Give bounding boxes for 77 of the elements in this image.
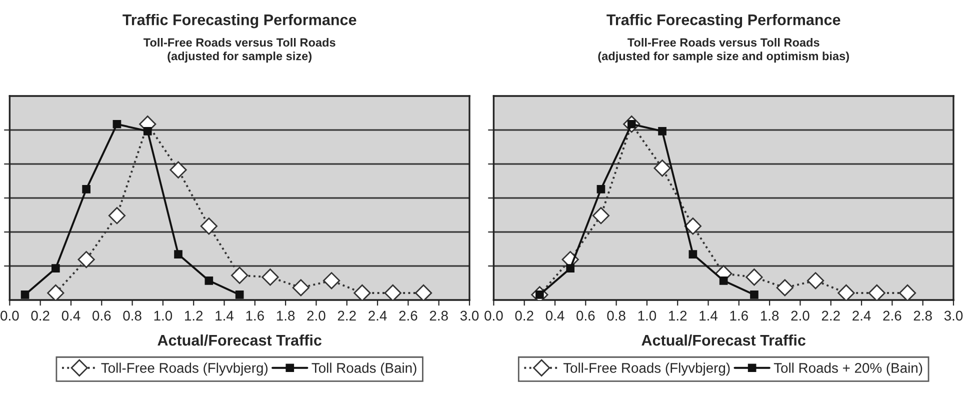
point	[292, 279, 310, 296]
x-tick-label: 0.8	[607, 310, 626, 321]
point	[262, 268, 279, 286]
point	[806, 272, 824, 290]
x-tick-label: 2.6	[399, 310, 418, 321]
point	[231, 266, 248, 284]
x-axis-title: Actual/Forecast Traffic	[158, 334, 322, 346]
point	[82, 185, 90, 194]
point	[200, 218, 218, 235]
x-tick-label: 1.4	[216, 310, 234, 320]
point	[78, 251, 95, 268]
point	[688, 250, 698, 258]
x-tick-label: 0.2	[515, 310, 534, 321]
chart-title: Traffic Forecasting Performance	[606, 14, 840, 28]
x-tick-label: 2.6	[883, 310, 902, 321]
point	[654, 160, 671, 177]
x-tick-label: 1.8	[276, 310, 295, 321]
point	[719, 276, 728, 285]
x-tick-label: 0.2	[31, 310, 50, 321]
x-tick-label: 2.8	[914, 310, 932, 321]
x-tick-label: 2.8	[430, 310, 448, 321]
legend-label: Toll-Free Roads (Flyvbjerg)	[101, 362, 268, 376]
point	[174, 250, 182, 258]
x-tick-label: 2.2	[822, 310, 840, 320]
point	[414, 284, 432, 300]
x-tick-label: 1.2	[669, 310, 687, 320]
x-tick-label: 0.0	[484, 310, 503, 321]
x-tick-label: 0.4	[546, 310, 564, 321]
chart-subtitle: Toll-Free Roads versus Toll Roads (adjusted for sample size)	[144, 38, 336, 63]
point	[354, 284, 371, 300]
point	[322, 272, 340, 290]
x-tick-label: 2.4	[852, 310, 871, 320]
x-tick-label: 1.0	[154, 310, 172, 321]
x-tick-label: 0.6	[92, 310, 111, 321]
point	[684, 218, 702, 235]
x-tick-label: 0.4	[62, 310, 80, 321]
x-tick-label: 1.6	[730, 310, 748, 321]
legend-label: Toll Roads (Bain)	[312, 362, 416, 376]
x-tick-label: 0.6	[576, 310, 595, 321]
point	[898, 284, 916, 300]
point	[750, 290, 758, 299]
x-tick-label: 2.0	[791, 310, 810, 321]
x-tick-label: 3.0	[460, 310, 479, 321]
point	[838, 284, 855, 300]
x-tick-label: 2.2	[338, 310, 356, 320]
point	[384, 284, 402, 300]
point	[746, 268, 763, 286]
x-tick-label: 1.6	[246, 310, 264, 321]
point	[592, 207, 610, 224]
x-tick-label: 2.0	[307, 310, 326, 321]
point	[47, 284, 64, 300]
point	[204, 276, 214, 285]
x-tick-label: 1.2	[185, 310, 203, 320]
point	[658, 127, 666, 136]
chart-subtitle: Toll-Free Roads versus Toll Roads (adjusted for sample size and optimism bias)	[598, 38, 849, 63]
x-tick-label: 1.8	[760, 310, 779, 321]
point	[108, 207, 126, 224]
point	[51, 264, 60, 273]
point	[143, 127, 152, 136]
x-tick-label: 0.0	[0, 310, 19, 321]
chart-title: Traffic Forecasting Performance	[122, 14, 356, 28]
point	[235, 290, 244, 299]
point	[566, 264, 574, 273]
x-tick-label: 0.8	[123, 310, 142, 321]
x-tick-label: 3.0	[944, 310, 963, 321]
point	[776, 279, 794, 296]
x-axis-title: Actual/Forecast Traffic	[642, 334, 806, 346]
x-tick-label: 1.4	[700, 310, 718, 320]
point	[20, 290, 30, 299]
point	[596, 185, 606, 194]
point	[112, 120, 122, 128]
x-tick-label: 2.4	[368, 310, 387, 320]
legend-label: Toll Roads + 20% (Bain)	[774, 362, 922, 376]
x-tick-label: 1.0	[638, 310, 656, 321]
legend-label: Toll-Free Roads (Flyvbjerg)	[563, 362, 730, 376]
point	[170, 161, 187, 178]
point	[868, 284, 886, 300]
